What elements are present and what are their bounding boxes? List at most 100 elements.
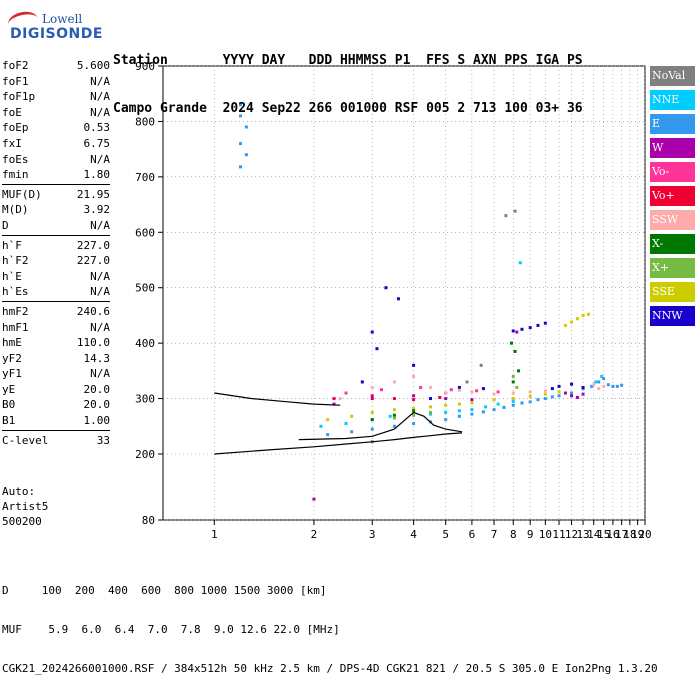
param-name: yF1 bbox=[2, 367, 22, 381]
param-name: h`Es bbox=[2, 285, 29, 299]
param-name: B1 bbox=[2, 414, 16, 428]
data-point-sse bbox=[575, 317, 579, 321]
param-name: hmE bbox=[2, 336, 22, 350]
param-value: 1.80 bbox=[83, 168, 111, 182]
param-name: foE bbox=[2, 105, 22, 119]
footer-file-info: CGK21_2024266001000.RSF / 384x512h 50 kH… bbox=[2, 662, 658, 675]
data-point-nne bbox=[457, 409, 461, 413]
data-point-sse bbox=[543, 392, 547, 396]
param-value: 14.3 bbox=[83, 351, 111, 365]
data-point-sse bbox=[444, 403, 448, 407]
param-name: foEp bbox=[2, 121, 29, 135]
data-point-nnw bbox=[360, 380, 364, 384]
param-name: MUF(D) bbox=[2, 187, 42, 201]
x-tick-label: 10 bbox=[539, 528, 552, 541]
param-name: h`F2 bbox=[2, 254, 29, 268]
data-point-w bbox=[312, 497, 316, 501]
y-tick-label: 400 bbox=[135, 337, 155, 350]
y-tick-label: 200 bbox=[135, 448, 155, 461]
data-point-vo- bbox=[475, 389, 479, 393]
data-point-e bbox=[481, 410, 485, 414]
data-point-e bbox=[543, 397, 547, 401]
param-value: 33 bbox=[96, 433, 110, 447]
param-name: D bbox=[2, 218, 9, 232]
data-point-vo- bbox=[419, 385, 423, 389]
data-point-nne bbox=[470, 408, 474, 412]
footer-distance-row: D 100 200 400 600 800 1000 1500 3000 [km… bbox=[2, 584, 327, 597]
data-point-e bbox=[244, 153, 248, 157]
data-point-x- bbox=[412, 413, 416, 417]
param-name: yE bbox=[2, 382, 16, 396]
data-point-e bbox=[570, 391, 574, 395]
param-row: foEs N/A bbox=[2, 152, 110, 168]
data-point-vo- bbox=[392, 397, 396, 401]
data-point-e bbox=[615, 384, 619, 388]
data-point-e bbox=[620, 383, 624, 387]
data-point-ssw bbox=[511, 391, 515, 395]
data-point-ssw bbox=[370, 385, 374, 389]
data-point-w bbox=[581, 392, 585, 396]
data-point-sse bbox=[570, 320, 574, 324]
auto-software: Artist5 bbox=[2, 500, 49, 513]
data-point-x- bbox=[429, 410, 433, 414]
legend-item-nnw: NNW bbox=[650, 306, 695, 326]
data-point-nnw bbox=[370, 330, 374, 334]
data-point-nnw bbox=[511, 329, 515, 333]
param-value: N/A bbox=[90, 152, 110, 166]
param-value: 1.00 bbox=[83, 414, 111, 428]
data-point-sse bbox=[429, 405, 433, 409]
legend-item-vo-: Vo- bbox=[650, 162, 695, 182]
legend-item-ssw: SSW bbox=[650, 210, 695, 230]
data-point-nne bbox=[319, 424, 323, 428]
data-point-noval bbox=[504, 214, 508, 218]
station-header: Station YYYY DAY DDD HHMMSS P1 FFS S AXN… bbox=[113, 21, 583, 133]
data-point-ssw bbox=[444, 391, 448, 395]
data-point-w bbox=[515, 330, 519, 334]
data-point-sse bbox=[457, 402, 461, 406]
auto-label: Auto: bbox=[2, 485, 36, 498]
y-tick-label: 700 bbox=[135, 171, 155, 184]
data-point-e bbox=[244, 125, 248, 129]
legend-item-x-: X+ bbox=[650, 258, 695, 278]
data-point-w bbox=[444, 397, 448, 401]
param-row: B0 20.0 bbox=[2, 397, 110, 413]
param-row: h`F2 227.0 bbox=[2, 253, 110, 269]
x-tick-label: 14 bbox=[587, 528, 601, 541]
param-name: hmF2 bbox=[2, 304, 29, 318]
data-point-sse bbox=[492, 398, 496, 402]
data-point-ssw bbox=[457, 388, 461, 392]
param-name: fxI bbox=[2, 136, 22, 150]
footer-muf-row: MUF 5.9 6.0 6.4 7.0 7.8 9.0 12.6 22.0 [M… bbox=[2, 623, 340, 636]
data-point-ssw bbox=[492, 392, 496, 396]
data-point-nne bbox=[496, 402, 500, 406]
data-point-x- bbox=[515, 385, 519, 389]
legend-item-nne: NNE bbox=[650, 90, 695, 110]
data-point-nnw bbox=[375, 347, 379, 351]
param-row: fmin 1.80 bbox=[2, 167, 110, 183]
data-point-nnw bbox=[520, 327, 524, 331]
data-point-noval bbox=[465, 380, 469, 384]
data-point-e bbox=[557, 394, 561, 398]
data-point-sse bbox=[563, 323, 567, 327]
data-point-sse bbox=[370, 410, 374, 414]
data-point-ssw bbox=[338, 397, 342, 401]
data-point-nne bbox=[429, 412, 433, 416]
legend-item-e: E bbox=[650, 114, 695, 134]
data-point-e bbox=[520, 401, 524, 405]
param-value: N/A bbox=[90, 218, 110, 232]
data-point-ssw bbox=[597, 387, 601, 391]
polarization-legend: NoVal NNE E W Vo- Vo+ SSW X- X+ SSE NNW bbox=[650, 66, 695, 330]
data-point-e bbox=[511, 403, 515, 407]
y-tick-label: 900 bbox=[135, 60, 155, 73]
data-point-e bbox=[238, 114, 242, 118]
data-point-sse bbox=[326, 418, 330, 422]
data-point-sse bbox=[511, 397, 515, 401]
param-row: yE 20.0 bbox=[2, 382, 110, 398]
data-point-x- bbox=[370, 418, 374, 422]
x-tick-label: 9 bbox=[527, 528, 534, 541]
data-point-nne bbox=[388, 414, 392, 418]
param-value: N/A bbox=[90, 74, 110, 88]
data-point-vo- bbox=[332, 397, 336, 401]
data-point-nnw bbox=[528, 326, 532, 330]
data-point-ssw bbox=[528, 390, 532, 394]
